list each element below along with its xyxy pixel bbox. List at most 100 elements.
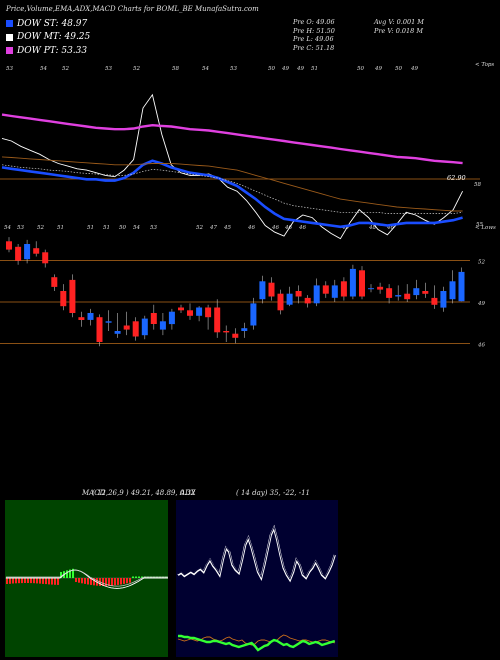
adx-bg	[176, 500, 338, 657]
top-tick-label: 50	[395, 66, 402, 72]
candle-body	[286, 293, 293, 305]
pre-high: Pre H: 51.50	[293, 26, 335, 35]
low-tick-label: 51	[103, 225, 110, 231]
candle-body	[295, 291, 302, 297]
candle-body	[232, 333, 239, 338]
candle-body	[150, 313, 157, 324]
low-tick-label: 46	[271, 225, 279, 231]
candle-body	[413, 288, 420, 296]
macd-histogram-bar	[108, 578, 110, 586]
low-tick-label: 46	[386, 225, 394, 231]
candle-body	[168, 311, 175, 325]
candle-body	[132, 321, 139, 337]
plus-di-line	[178, 634, 336, 652]
macd-histogram-bar	[6, 578, 8, 584]
top-tick-label: 53	[105, 66, 112, 72]
adx-line-inner	[177, 525, 336, 580]
macd-histogram-bar	[72, 568, 74, 578]
candle-body	[42, 252, 49, 264]
candle-body	[78, 317, 85, 320]
candle-body	[431, 297, 438, 305]
candle-body	[359, 270, 365, 297]
candle-body	[187, 310, 193, 316]
top-tick-label: 53	[6, 66, 13, 72]
chart-title: Price,Volume,EMA,ADX,MACD Charts for BOM…	[6, 5, 259, 13]
macd-histogram-bar	[126, 578, 128, 584]
legend-swatch-pt	[6, 47, 13, 54]
candle-body	[24, 244, 31, 260]
adx-values: ( 14 day) 35, -22, -11	[236, 489, 311, 497]
candle-body	[340, 281, 347, 297]
low-tick-label: 53	[17, 225, 24, 231]
macd-histogram-bar	[141, 576, 143, 578]
macd-histogram-bar	[18, 578, 20, 584]
candle-body	[105, 321, 112, 323]
macd-histogram-bar	[120, 578, 122, 585]
macd-values: ( 12,26,9 ) 49.21, 48.89, 0.32	[92, 489, 196, 497]
candle-body	[395, 295, 402, 297]
price-info-right: Avg V: 0.001 M Pre V: 0.018 M	[374, 18, 424, 35]
pre-low: Pre L: 49.06	[293, 35, 334, 43]
low-tick-label: 47	[209, 225, 217, 231]
candle-body	[377, 286, 384, 290]
top-tick-label: 49	[296, 66, 304, 72]
macd-histogram-bar	[51, 578, 53, 585]
top-tick-label: 51	[311, 66, 318, 72]
legend-dow-pt: DOW PT: 53.33	[6, 44, 90, 57]
candle-body	[214, 307, 221, 333]
low-tick-label: 48	[368, 225, 376, 231]
avg-volume: Avg V: 0.001 M	[374, 18, 424, 26]
candle-panel: 52 49 46	[0, 237, 485, 348]
ema-mid	[1, 164, 463, 214]
macd-histogram-bar	[111, 578, 113, 586]
top-tick-label: 52	[133, 66, 140, 72]
macd-panel	[5, 500, 168, 657]
candle-body	[69, 279, 76, 313]
pre-open: Pre O: 49.06	[293, 18, 335, 26]
macd-histogram-bar	[81, 578, 83, 584]
macd-histogram-bar	[9, 578, 11, 584]
lows-value: 55	[476, 222, 483, 228]
macd-histogram-bar	[45, 578, 47, 585]
top-tick-label: 50	[268, 66, 275, 72]
macd-histogram-bar	[54, 578, 56, 585]
top-tick-label: 52	[62, 66, 69, 72]
macd-histogram-bar	[57, 578, 59, 585]
candle-body	[51, 277, 58, 287]
ema-panel: 62.90 58 55 < Tops < Lows 53 54 52 53 52 58 54 53 50 4…	[0, 62, 496, 240]
legend-dow-st: DOW ST: 48.97	[6, 17, 90, 30]
candle-body	[159, 321, 166, 330]
lows-label: < Lows	[475, 225, 496, 231]
macd-histogram-bar	[66, 570, 68, 578]
macd-histogram-bar	[84, 578, 86, 584]
candle-body	[241, 328, 248, 331]
candle-body	[331, 285, 338, 298]
signal-line	[6, 569, 168, 587]
candle-body	[223, 331, 230, 333]
macd-histogram-bar	[90, 578, 92, 585]
candle-body	[33, 248, 40, 254]
macd-histogram-bar	[138, 576, 140, 578]
macd-histogram-bar	[27, 578, 29, 583]
macd-histogram-bar	[105, 578, 107, 586]
macd-histogram-bar	[48, 578, 50, 585]
legend-dow-mt: DOW MT: 49.25	[6, 30, 90, 44]
low-tick-label: 52	[196, 225, 203, 231]
macd-histogram-bar	[78, 578, 80, 583]
top-tick-label: 54	[202, 66, 209, 72]
candle-body	[368, 288, 374, 290]
low-tick-label: 45	[223, 225, 231, 231]
low-tick-label: 52	[37, 225, 44, 231]
candle-body	[178, 307, 184, 311]
top-tick-label: 54	[40, 66, 47, 72]
candle-body	[96, 317, 103, 342]
macd-histogram-bar	[24, 578, 26, 583]
candle-body	[259, 281, 266, 300]
candle-body	[60, 291, 67, 307]
legend-label-mt: DOW MT: 49.25	[17, 32, 91, 42]
macd-histogram-bar	[21, 578, 23, 584]
macd-line	[6, 569, 168, 589]
top-tick-label: 49	[410, 66, 418, 72]
candle-body	[87, 313, 94, 320]
low-tick-label: 51	[87, 225, 94, 231]
